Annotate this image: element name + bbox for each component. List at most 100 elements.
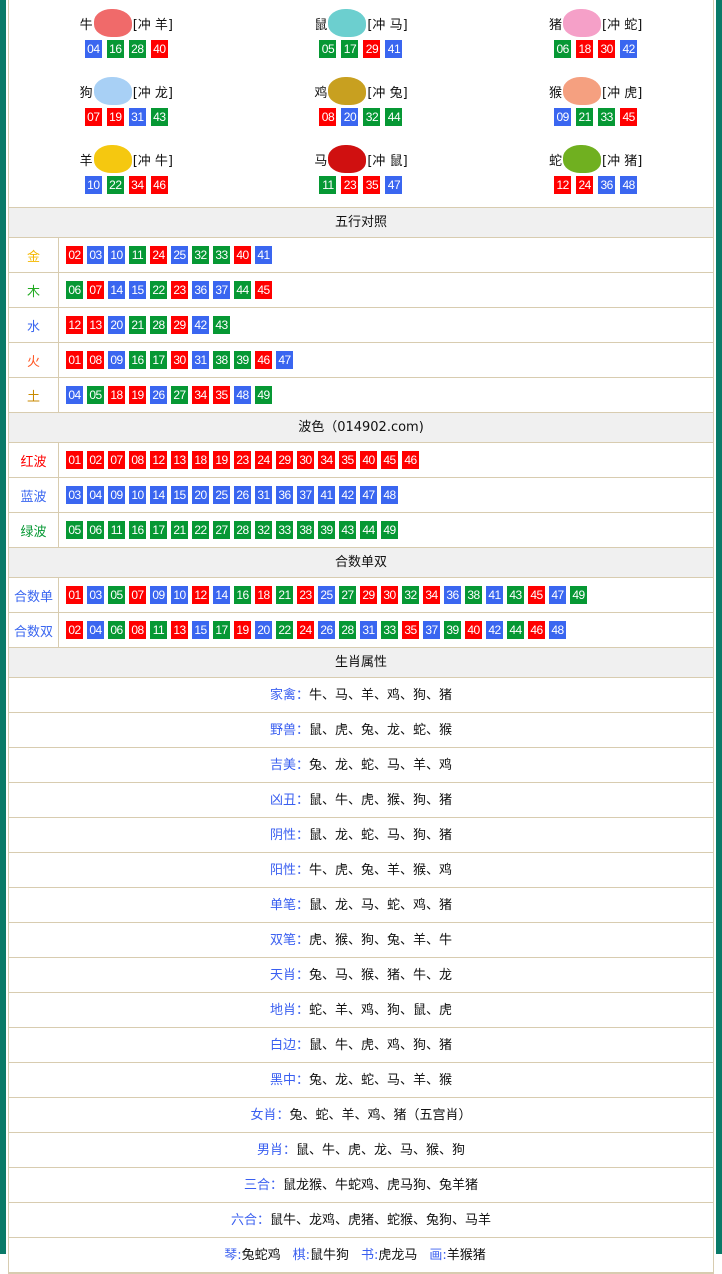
number-ball: 11 xyxy=(319,176,337,194)
number-ball: 16 xyxy=(106,40,124,58)
number-ball: 19 xyxy=(234,621,251,639)
zodiac-cell: 羊 [冲 牛] 10 22 34 46 xyxy=(9,144,244,212)
number-ball: 09 xyxy=(150,586,167,604)
attr-value: 羊猴猪 xyxy=(446,1248,486,1263)
number-ball: 22 xyxy=(192,521,209,539)
number-ball: 02 xyxy=(66,621,83,639)
number-ball: 43 xyxy=(339,521,356,539)
attr-value: 鼠牛、龙鸡、虎猪、蛇猴、兔狗、马羊 xyxy=(270,1213,492,1228)
zodiac-clash: [冲 兔] xyxy=(367,85,408,101)
number-ball: 06 xyxy=(87,521,104,539)
number-ball: 13 xyxy=(87,316,104,334)
number-ball: 24 xyxy=(297,621,314,639)
attr-value: 虎龙马 xyxy=(378,1248,418,1263)
number-ball: 25 xyxy=(213,486,230,504)
number-ball: 07 xyxy=(87,281,104,299)
attr-value: 鼠、龙、马、蛇、鸡、猪 xyxy=(309,898,453,913)
number-ball: 34 xyxy=(423,586,440,604)
number-ball: 20 xyxy=(192,486,209,504)
number-balls: 06 18 30 42 xyxy=(554,40,638,58)
zodiac-name: 羊 xyxy=(79,153,93,169)
number-ball: 46 xyxy=(150,176,168,194)
attr-row: 天肖：兔、马、猴、猪、牛、龙 xyxy=(9,958,713,993)
heshu-row: 合数双 02 04 06 08 11 13 15 17 19 20 22 24 26 28 31 33 35 37 3… xyxy=(9,613,713,648)
number-ball: 40 xyxy=(234,246,251,264)
number-ball: 04 xyxy=(66,386,83,404)
attr-value: 牛、马、羊、鸡、狗、猪 xyxy=(309,688,453,703)
number-ball: 42 xyxy=(339,486,356,504)
number-ball: 16 xyxy=(129,521,146,539)
number-ball: 13 xyxy=(171,451,188,469)
number-ball: 19 xyxy=(106,108,124,126)
number-ball: 28 xyxy=(128,40,146,58)
heshu-row: 合数单 01 03 05 07 09 10 12 14 16 18 21 23 25 27 29 30 32 34 3… xyxy=(9,578,713,613)
zodiac-head: 猪 [冲 蛇] xyxy=(549,8,642,38)
zodiac-name: 蛇 xyxy=(549,153,563,169)
number-ball: 11 xyxy=(108,521,125,539)
number-ball: 40 xyxy=(360,451,377,469)
number-ball: 38 xyxy=(297,521,314,539)
number-ball: 20 xyxy=(108,316,125,334)
number-ball: 15 xyxy=(192,621,209,639)
attr-key: 六合： xyxy=(230,1213,270,1228)
number-ball: 28 xyxy=(150,316,167,334)
zodiac-cell: 马 [冲 鼠] 11 23 35 47 xyxy=(244,144,479,212)
wuxing-row-label: 水 xyxy=(9,308,59,342)
bose-row: 绿波 05 06 11 16 17 21 22 27 28 32 33 38 39 43 44 49 xyxy=(9,513,713,548)
attr-row-qin-qi-shu-hua: 琴:兔蛇鸡 棋:鼠牛狗 书:虎龙马 画:羊猴猪 xyxy=(9,1238,713,1273)
attr-key: 白边： xyxy=(269,1038,309,1053)
number-balls: 01 03 05 07 09 10 12 14 16 18 21 23 25 27 29 30 32 34 36 38… xyxy=(59,578,587,612)
number-balls: 02 04 06 08 11 13 15 17 19 20 22 24 26 28 31 33 35 37 39 40… xyxy=(59,613,566,647)
bose-row: 红波 01 02 07 08 12 13 18 19 23 24 29 30 34 35 40 45 46 xyxy=(9,443,713,478)
number-ball: 31 xyxy=(128,108,146,126)
rooster-icon xyxy=(328,77,367,105)
number-ball: 10 xyxy=(129,486,146,504)
zodiac-cell: 猴 [冲 虎] 09 21 33 45 xyxy=(478,76,713,144)
number-ball: 04 xyxy=(87,621,104,639)
number-ball: 32 xyxy=(255,521,272,539)
attr-row: 女肖：兔、蛇、羊、鸡、猪（五宫肖） xyxy=(9,1098,713,1133)
number-ball: 08 xyxy=(129,451,146,469)
attr-value: 鼠、牛、虎、龙、马、猴、狗 xyxy=(296,1143,466,1158)
number-ball: 19 xyxy=(213,451,230,469)
number-ball: 20 xyxy=(255,621,272,639)
wuxing-row-label: 金 xyxy=(9,238,59,272)
zodiac-head: 蛇 [冲 猪] xyxy=(549,144,642,174)
attr-value: 牛、虎、兔、羊、猴、鸡 xyxy=(309,863,453,878)
number-ball: 26 xyxy=(318,621,335,639)
number-balls: 05 06 11 16 17 21 22 27 28 32 33 38 39 43 44 49 xyxy=(59,513,398,547)
number-ball: 38 xyxy=(213,351,230,369)
number-ball: 30 xyxy=(598,40,616,58)
zodiac-cell: 牛 [冲 羊] 04 16 28 40 xyxy=(9,8,244,76)
number-ball: 42 xyxy=(486,621,503,639)
number-ball: 01 xyxy=(66,451,83,469)
number-ball: 29 xyxy=(276,451,293,469)
zodiac-head: 羊 [冲 牛] xyxy=(80,144,173,174)
number-ball: 43 xyxy=(213,316,230,334)
number-balls: 03 04 09 10 14 15 20 25 26 31 36 37 41 42 47 48 xyxy=(59,478,398,512)
number-ball: 38 xyxy=(465,586,482,604)
attr-value: 鼠、龙、蛇、马、狗、猪 xyxy=(309,828,453,843)
number-ball: 03 xyxy=(66,486,83,504)
zodiac-name: 猴 xyxy=(549,85,563,101)
attr-row: 野兽：鼠、虎、兔、龙、蛇、猴 xyxy=(9,713,713,748)
zodiac-head: 狗 [冲 龙] xyxy=(80,76,173,106)
number-ball: 05 xyxy=(66,521,83,539)
number-ball: 44 xyxy=(507,621,524,639)
wuxing-row: 火 01 08 09 16 17 30 31 38 39 46 47 xyxy=(9,343,713,378)
number-ball: 47 xyxy=(549,586,566,604)
number-ball: 28 xyxy=(339,621,356,639)
number-ball: 40 xyxy=(150,40,168,58)
heshu-section: 合数单 01 03 05 07 09 10 12 14 16 18 21 23 25 27 29 30 32 34 3… xyxy=(9,578,713,648)
number-ball: 26 xyxy=(150,386,167,404)
number-ball: 06 xyxy=(66,281,83,299)
number-ball: 23 xyxy=(341,176,359,194)
bose-row: 蓝波 03 04 09 10 14 15 20 25 26 31 36 37 41 42 47 48 xyxy=(9,478,713,513)
number-ball: 46 xyxy=(528,621,545,639)
attr-key: 男肖： xyxy=(256,1143,296,1158)
attr-row: 男肖：鼠、牛、虎、龙、马、猴、狗 xyxy=(9,1133,713,1168)
heshu-row-label: 合数单 xyxy=(9,578,59,612)
attr-key: 阳性： xyxy=(269,863,309,878)
number-ball: 28 xyxy=(234,521,251,539)
attr-key: 家禽： xyxy=(269,688,309,703)
